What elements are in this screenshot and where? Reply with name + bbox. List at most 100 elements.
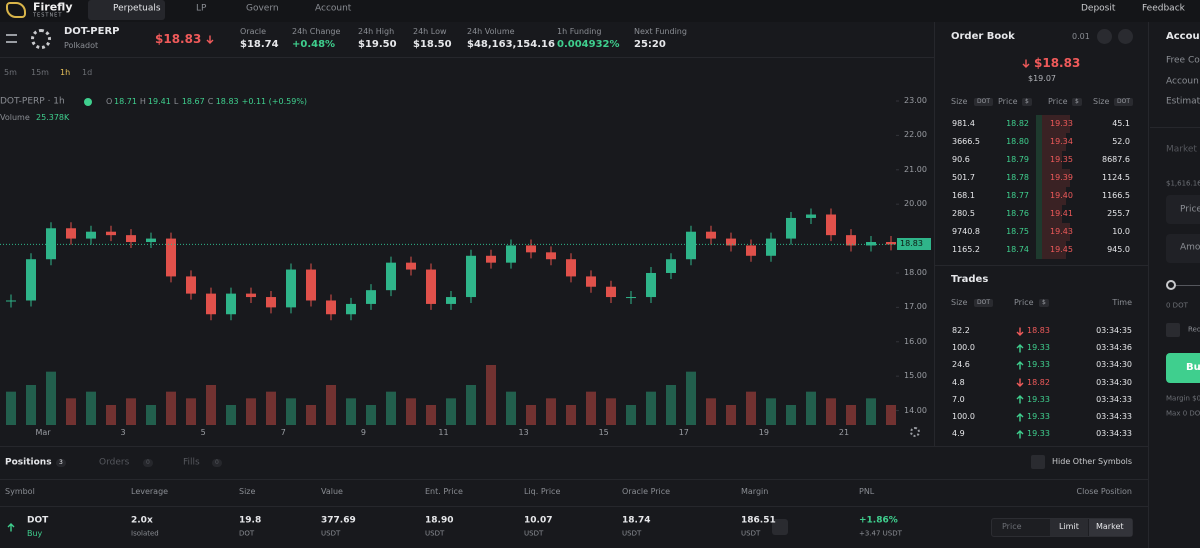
candle-body [426,269,436,304]
plus-button[interactable] [1097,29,1112,44]
bid-price: 18.75 [1006,227,1029,236]
volume-bar [446,398,456,425]
volume-bar [26,385,36,425]
candle-body [286,269,296,308]
limit-button[interactable] [1050,519,1088,536]
minus-button[interactable] [1118,29,1133,44]
volume-bar [46,371,56,425]
amount-input[interactable] [1166,234,1200,263]
buy-label[interactable]: Bu [1186,362,1200,373]
close-button[interactable]: Limit [1059,522,1079,531]
bid-depth [1036,115,1042,133]
market-button[interactable] [1089,519,1132,536]
candle-body [446,297,456,304]
volume-bar [346,398,356,425]
arrow-shape [1016,360,1024,370]
ask-price: 19.40 [1050,191,1073,200]
candle-body [166,238,176,277]
candle-body [566,259,576,277]
arrow-up [1016,360,1024,370]
candle-body [506,245,516,263]
balance: $1,616.16 [1166,179,1200,188]
position-mode: Isolated [131,529,159,538]
margin-edit-button[interactable] [772,519,788,535]
bid-size: 3666.5 [952,137,980,146]
candle-body [486,255,496,263]
bid-price: 18.77 [1006,191,1029,200]
close-button[interactable]: Price [1002,522,1022,531]
ask-size: 10.0 [1112,227,1130,236]
candle-body [746,245,756,256]
volume-bar [226,405,236,425]
interval-button[interactable]: 1h [60,68,71,77]
column-header: Value [321,487,343,496]
x-tick-label: 11 [438,428,449,437]
volume-bar [646,391,656,425]
nav-tab[interactable]: Account [315,3,352,14]
interval-button[interactable]: 5m [4,68,17,77]
arrow-down [206,35,214,44]
ask-price: 19.45 [1050,245,1073,254]
bid-depth [1036,169,1042,187]
interval-button[interactable]: 1d [82,68,93,77]
candle-body [66,228,76,239]
close-button[interactable]: Market [1096,522,1124,531]
column-header: Leverage [131,487,169,496]
positions-tab[interactable]: Fills [183,457,200,468]
candle-body [366,290,376,304]
reduce-checkbox[interactable] [1166,323,1180,337]
ohlc-value: 18.71 [114,97,137,106]
nav-tab[interactable]: LP [196,3,207,14]
active-tab[interactable] [88,0,165,20]
divider [934,22,935,446]
interval-button[interactable]: 15m [31,68,49,77]
x-tick-label: 17 [678,428,689,437]
stat-value: $18.74 [240,39,279,50]
slider-track[interactable] [1172,285,1200,286]
ohlc-key: O [106,97,113,106]
candle-body [106,231,116,236]
arrow-up [1016,412,1024,421]
trade-price: 18.83 [1027,326,1050,335]
divider [1148,22,1149,548]
trades-title: Trades [951,274,989,285]
logo[interactable] [6,2,26,18]
volume-bar [66,398,76,425]
candle-body [706,231,716,239]
hide-checkbox[interactable] [1031,455,1045,469]
candle-body [646,272,656,298]
feedback-link[interactable]: Feedback [1142,3,1185,14]
candle-body [406,262,416,270]
y-tick-label: 14.00 [904,405,927,415]
position-margin: 186.51 [741,515,776,526]
stat-value: 25:20 [634,39,666,50]
brand-sub: TESTNET [33,12,63,19]
tick-size: 0.01 [1072,32,1090,41]
volume-bar [86,391,96,425]
nav-tab[interactable]: Govern [246,3,279,14]
nav-tab[interactable]: Perpetuals [113,3,161,14]
tab-count: 3 [56,459,66,467]
bid-size: 90.6 [952,155,970,164]
slider-knob[interactable] [1166,280,1176,290]
price-input[interactable] [1166,195,1200,224]
positions-tab[interactable]: Orders [99,457,130,468]
candle-body [806,214,816,218]
candle-body [886,242,896,245]
positions-tab[interactable]: Positions [5,457,52,468]
position-unit: DOT [239,529,255,538]
buy-button[interactable] [1166,353,1200,383]
volume-bar [826,398,836,425]
deposit-link[interactable]: Deposit [1081,3,1116,14]
candle-body [846,235,856,246]
position-oracle: 18.74 [622,515,651,526]
volume-bar [466,385,476,425]
volume-bar [746,391,756,425]
settings-icon[interactable] [910,427,920,437]
hide-other-label[interactable]: Hide Other Symbols [1052,457,1133,466]
y-tick-label: 23.00 [904,96,927,105]
chart-symbol: DOT-PERP · 1h [0,96,65,107]
volume-bar [806,391,816,425]
menu-icon[interactable] [6,34,17,43]
